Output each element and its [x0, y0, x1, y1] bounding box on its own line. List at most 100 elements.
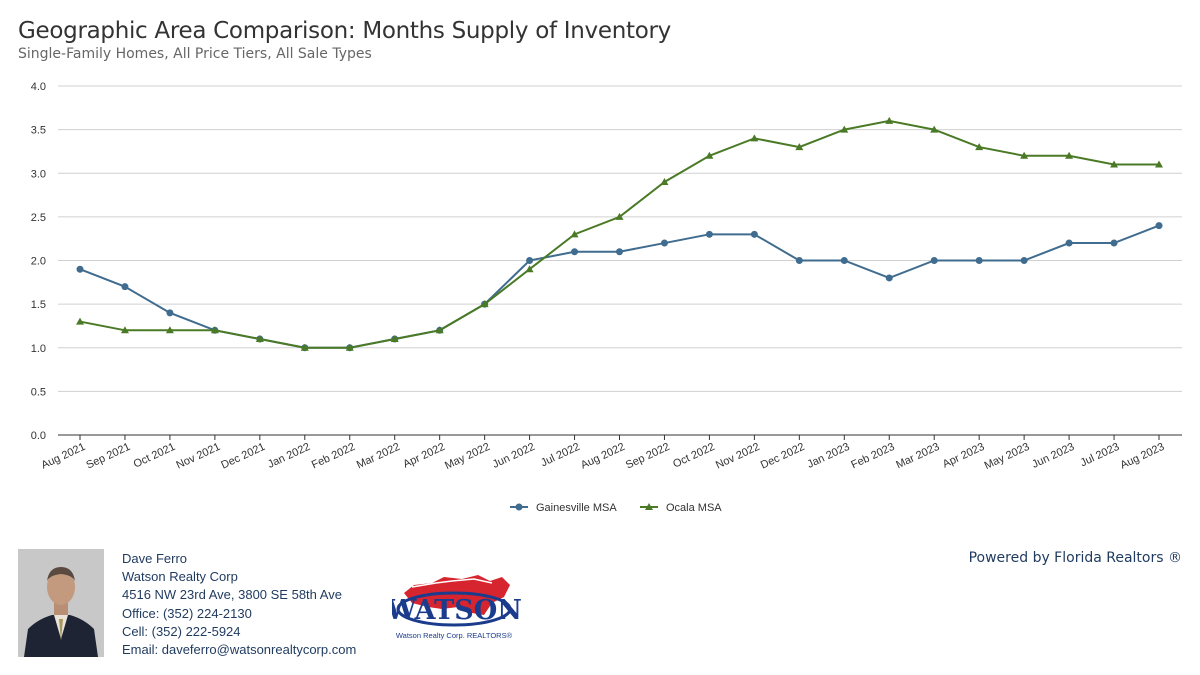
- data-point: [120, 326, 129, 334]
- data-point: [571, 248, 579, 256]
- x-tick-label: Aug 2022: [579, 441, 627, 472]
- x-tick-label: May 2023: [983, 441, 1032, 472]
- data-point: [750, 134, 759, 142]
- legend-marker: [645, 503, 653, 510]
- y-tick-label: 0.5: [31, 386, 46, 398]
- legend-label: Ocala MSA: [666, 502, 722, 514]
- data-point: [660, 177, 669, 185]
- watson-logo: WATSON Watson Realty Corp. REALTORS®: [385, 563, 522, 645]
- y-tick-label: 3.0: [31, 168, 46, 180]
- x-tick-label: Feb 2023: [849, 441, 896, 472]
- data-point: [570, 230, 579, 238]
- data-point: [435, 326, 444, 334]
- x-tick-label: Nov 2022: [714, 441, 762, 472]
- x-tick-label: Jun 2022: [491, 441, 537, 471]
- chart-title: Geographic Area Comparison: Months Suppl…: [18, 18, 671, 44]
- x-tick-label: Nov 2021: [174, 441, 222, 472]
- y-tick-label: 4.0: [31, 81, 46, 93]
- x-tick-label: Dec 2022: [759, 441, 807, 472]
- legend-item: Gainesville MSA: [510, 502, 617, 514]
- data-point: [121, 283, 129, 291]
- series-ocala-msa: [76, 116, 1163, 351]
- y-tick-label: 1.0: [31, 343, 46, 355]
- x-tick-label: Sep 2022: [624, 441, 672, 472]
- data-point: [166, 309, 174, 317]
- data-point: [975, 257, 983, 264]
- data-point: [255, 335, 264, 343]
- data-point: [345, 343, 354, 351]
- data-point: [705, 230, 713, 238]
- data-point: [750, 230, 758, 238]
- data-point: [1155, 160, 1163, 168]
- legend: Gainesville MSA Ocala MSA: [510, 502, 722, 514]
- data-point: [1020, 257, 1028, 264]
- data-point: [76, 317, 84, 325]
- data-point: [930, 125, 939, 133]
- x-tick-label: Apr 2022: [401, 441, 447, 471]
- data-point: [165, 326, 174, 334]
- x-tick-label: Oct 2021: [132, 441, 178, 471]
- data-point: [1155, 222, 1163, 230]
- x-tick-label: Dec 2021: [219, 441, 267, 472]
- y-tick-label: 0.0: [31, 430, 46, 442]
- agent-company: Watson Realty Corp: [122, 569, 238, 585]
- data-point: [885, 116, 894, 124]
- x-tick-label: Mar 2023: [894, 441, 941, 472]
- x-tick-label: Jan 2023: [805, 441, 851, 471]
- footer: Dave Ferro Watson Realty Corp 4516 NW 23…: [0, 545, 1200, 675]
- data-point: [1065, 151, 1074, 159]
- x-tick-label: Oct 2022: [671, 441, 717, 471]
- x-tick-label: Jul 2023: [1079, 441, 1122, 469]
- data-point: [840, 125, 849, 133]
- data-point: [795, 143, 804, 151]
- legend-item: Ocala MSA: [640, 502, 722, 514]
- x-tick-label: Aug 2021: [40, 441, 88, 472]
- series-line: [79, 119, 1159, 349]
- data-point: [930, 257, 938, 264]
- x-tick-label: Jul 2022: [539, 441, 582, 469]
- series-line: [79, 224, 1160, 349]
- agent-name: Dave Ferro: [122, 551, 188, 566]
- data-point: [660, 239, 668, 247]
- data-point: [1110, 239, 1118, 247]
- x-tick-label: Jan 2022: [266, 441, 312, 471]
- y-tick-label: 1.5: [31, 299, 46, 311]
- agent-address: 4516 NW 23rd Ave, 3800 SE 58th Ave: [122, 587, 342, 603]
- y-axis-ticks: 0.0 0.5 1.0 1.5 2.0 2.5 3.0 3.5 4.0: [31, 81, 46, 442]
- series-gainesville-msa: [76, 222, 1163, 352]
- y-tick-label: 3.5: [31, 125, 46, 137]
- data-point: [705, 151, 714, 159]
- data-point: [390, 335, 399, 343]
- data-point: [1110, 160, 1119, 168]
- data-point: [300, 343, 309, 351]
- x-tick-label: Jun 2023: [1030, 441, 1076, 471]
- data-point: [1020, 151, 1029, 159]
- y-tick-label: 2.0: [31, 256, 46, 268]
- line-chart: 0.00.51.01.52.02.53.03.54.0 Aug 2021Sep …: [31, 81, 1182, 514]
- agent-email[interactable]: Email: daveferro@watsonrealtycorp.com: [122, 642, 357, 658]
- data-point: [76, 265, 84, 273]
- data-point: [840, 257, 848, 264]
- data-point: [616, 248, 623, 256]
- data-point: [615, 212, 624, 220]
- logo-wordmark: WATSON: [392, 595, 522, 626]
- series-group: [76, 116, 1163, 352]
- data-point: [795, 257, 803, 264]
- agent-photo: [18, 549, 104, 657]
- data-point: [480, 300, 489, 308]
- powered-by-text[interactable]: Powered by Florida Realtors ®: [968, 550, 1182, 566]
- x-tick-label: Apr 2023: [941, 441, 987, 471]
- logo-tagline: Watson Realty Corp. REALTORS®: [396, 631, 513, 640]
- x-tick-label: Mar 2022: [355, 441, 402, 472]
- legend-label: Gainesville MSA: [536, 502, 617, 514]
- x-tick-label: Feb 2022: [310, 441, 357, 472]
- agent-contact: Dave Ferro Watson Realty Corp 4516 NW 23…: [122, 550, 356, 659]
- data-point: [975, 143, 984, 151]
- data-point: [885, 274, 893, 282]
- data-point: [525, 265, 534, 273]
- data-point: [526, 257, 534, 264]
- x-tick-label: May 2022: [443, 441, 492, 472]
- chart-subtitle: Single-Family Homes, All Price Tiers, Al…: [18, 46, 372, 62]
- legend-marker: [515, 503, 523, 511]
